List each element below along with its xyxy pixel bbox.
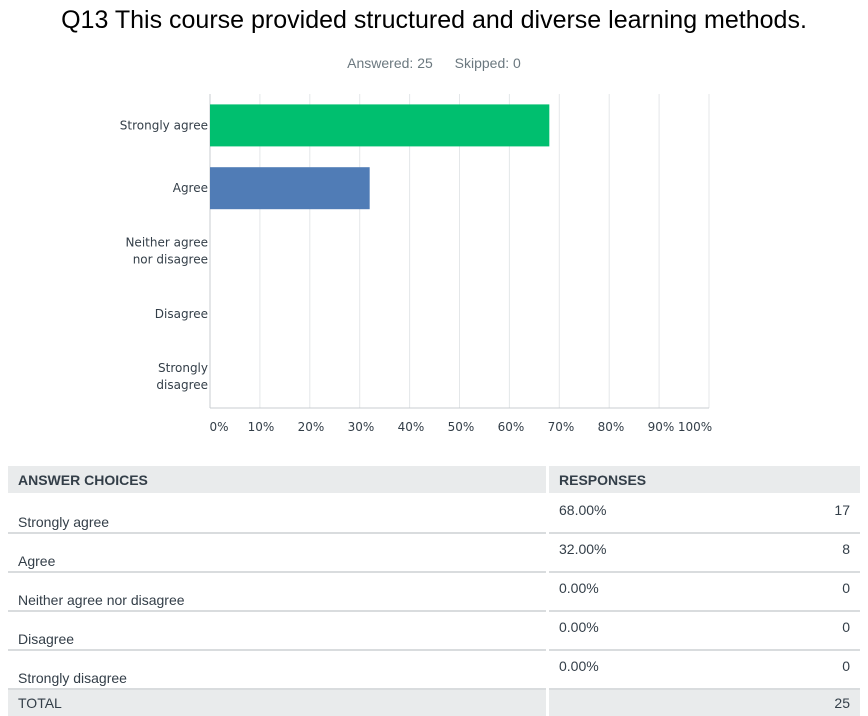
answer-choice: Neither agree nor disagree	[8, 572, 548, 612]
responses-table: ANSWER CHOICES RESPONSES Strongly agree 6…	[8, 466, 860, 716]
x-tick-label: 10%	[248, 420, 275, 434]
total-percent-cell	[545, 689, 754, 716]
category-label: Agree	[173, 181, 208, 195]
x-tick-label: 90%	[648, 420, 675, 434]
skipped-count: Skipped: 0	[454, 55, 521, 71]
category-labels: Strongly agree Agree Neither agree nor disa…	[120, 118, 208, 392]
x-tick-label: 80%	[598, 420, 625, 434]
category-label: Neither agree nor disagree	[125, 236, 208, 267]
category-label: Strongly agree	[120, 118, 208, 132]
x-tick-label: 50%	[448, 420, 475, 434]
answered-count: Answered: 25	[347, 55, 433, 71]
total-label: TOTAL	[8, 689, 548, 716]
bar-chart: Strongly agree Agree Neither agree nor disa…	[120, 94, 712, 434]
table-total-row: TOTAL 25	[8, 689, 860, 716]
answer-choice: Disagree	[8, 611, 548, 651]
response-count: 0	[753, 611, 860, 651]
answer-choice: Strongly agree	[8, 494, 548, 534]
category-label: Strongly disagree	[156, 361, 208, 392]
x-axis-ticks: 0% 10% 20% 30% 40% 50% 60% 70% 80% 90% 100%	[209, 420, 712, 434]
response-percent: 32.00%	[545, 533, 754, 573]
answer-choices-header: ANSWER CHOICES	[8, 466, 548, 495]
response-count: 8	[753, 533, 860, 573]
table-row: Agree 32.00% 8	[8, 533, 860, 573]
response-percent: 0.00%	[545, 611, 754, 651]
table-row: Disagree 0.00% 0	[8, 611, 860, 651]
responses-header: RESPONSES	[546, 466, 860, 495]
response-percent: 68.00%	[545, 494, 754, 534]
response-percent: 0.00%	[545, 572, 754, 612]
chart-bars	[210, 104, 550, 210]
x-tick-label: 40%	[398, 420, 425, 434]
x-tick-label: 60%	[498, 420, 525, 434]
response-stats: Answered: 25 Skipped: 0	[0, 55, 868, 71]
category-label: Disagree	[155, 307, 208, 321]
response-count: 0	[753, 650, 860, 690]
x-tick-label: 30%	[348, 420, 375, 434]
table-row: Strongly agree 68.00% 17	[8, 494, 860, 534]
x-tick-label: 20%	[298, 420, 325, 434]
table-row: Neither agree nor disagree 0.00% 0	[8, 572, 860, 612]
bar-strongly-agree	[210, 104, 550, 147]
question-title: Q13 This course provided structured and …	[61, 6, 807, 34]
answer-choice: Strongly disagree	[8, 650, 548, 690]
x-tick-label: 0%	[209, 420, 228, 434]
response-percent: 0.00%	[545, 650, 754, 690]
response-count: 17	[753, 494, 860, 534]
response-count: 0	[753, 572, 860, 612]
bar-agree	[210, 167, 370, 210]
answer-choice: Agree	[8, 533, 548, 573]
x-tick-label: 70%	[548, 420, 575, 434]
x-tick-label: 100%	[678, 420, 712, 434]
table-header-row: ANSWER CHOICES RESPONSES	[8, 466, 860, 495]
total-count: 25	[753, 689, 860, 716]
table-row: Strongly disagree 0.00% 0	[8, 650, 860, 690]
